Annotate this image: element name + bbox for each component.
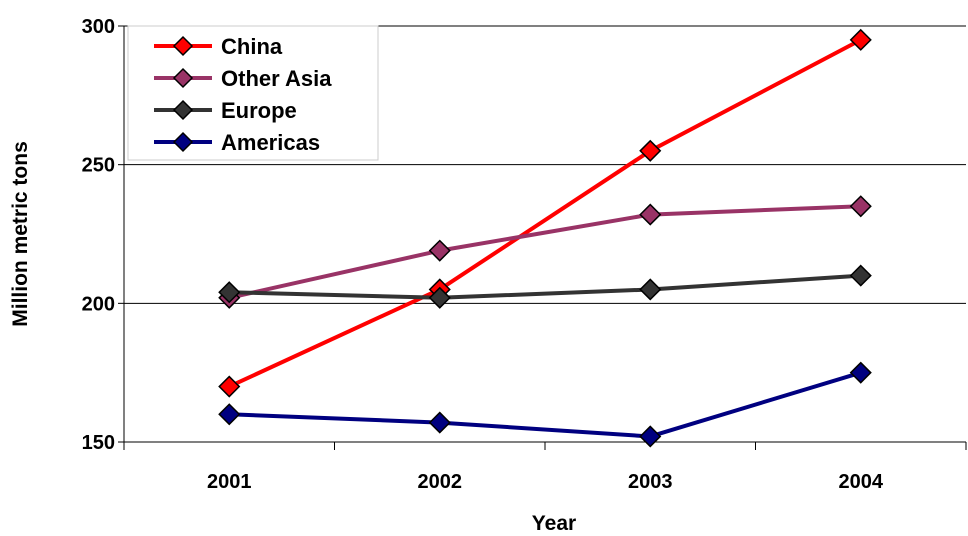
marker-americas-2001 <box>218 403 241 426</box>
marker-china-2001 <box>218 375 241 398</box>
series-markers <box>218 28 872 448</box>
y-axis-ticks: 150 200 250 300 <box>82 16 124 454</box>
x-tick-label-2002: 2002 <box>418 471 463 493</box>
marker-other-asia-2003 <box>639 203 662 226</box>
y-tick-label-250: 250 <box>82 155 115 177</box>
marker-europe-2003 <box>639 278 662 301</box>
marker-americas-2004 <box>849 361 872 384</box>
series-line-europe <box>229 273 861 300</box>
x-axis-ticks: 2001 2002 2003 2004 <box>123 442 967 493</box>
y-tick-label-300: 300 <box>82 16 115 38</box>
marker-china-2004 <box>849 28 872 51</box>
marker-europe-2002 <box>428 286 451 309</box>
legend-label-other-asia: Other Asia <box>221 66 332 91</box>
legend-label-china: China <box>221 34 283 59</box>
marker-americas-2003 <box>639 425 662 448</box>
y-tick-label-200: 200 <box>82 293 115 315</box>
x-tick-label-2003: 2003 <box>628 471 673 493</box>
legend-label-americas: Americas <box>221 130 320 155</box>
legend-marker-other-asia <box>172 67 194 89</box>
series-line-china <box>228 38 862 389</box>
marker-other-asia-2002 <box>428 239 451 262</box>
legend-label-europe: Europe <box>221 98 297 123</box>
series-lines <box>228 38 862 439</box>
marker-china-2003 <box>639 139 662 162</box>
x-tick-label-2004: 2004 <box>839 471 884 493</box>
series-line-americas <box>229 370 862 439</box>
marker-other-asia-2004 <box>849 195 872 218</box>
x-axis-title: Year <box>532 512 576 535</box>
series-line-other-asia <box>228 204 861 300</box>
y-tick-label-150: 150 <box>82 432 115 454</box>
marker-americas-2002 <box>428 411 451 434</box>
marker-europe-2004 <box>849 264 872 287</box>
legend-marker-china <box>172 35 194 57</box>
legend-box <box>127 25 379 161</box>
marker-europe-2001 <box>218 281 241 304</box>
legend-marker-europe <box>172 99 194 121</box>
x-tick-label-2001: 2001 <box>207 471 252 493</box>
y-axis-title: Million metric tons <box>9 141 32 327</box>
legend: China Other Asia Europe Americas <box>127 25 379 161</box>
legend-marker-americas <box>172 131 194 153</box>
